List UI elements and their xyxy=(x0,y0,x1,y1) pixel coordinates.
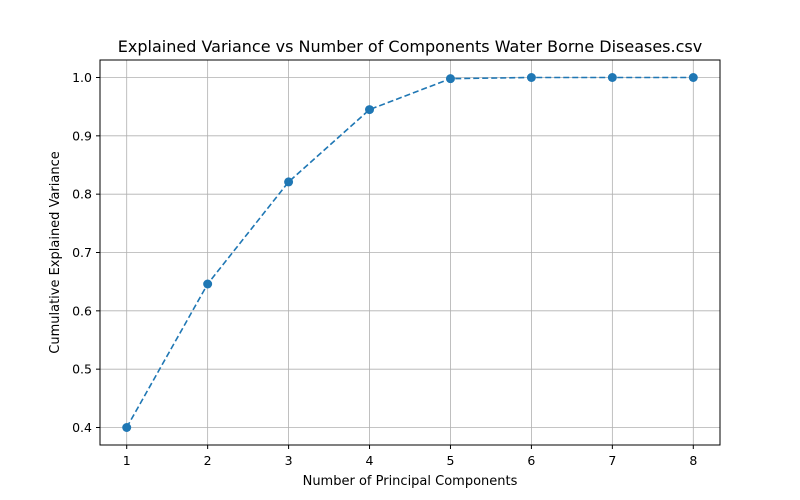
x-tick-label: 1 xyxy=(123,453,131,468)
x-axis-label: Number of Principal Components xyxy=(303,474,518,489)
data-point xyxy=(284,177,294,187)
series-group xyxy=(122,73,698,432)
y-tick-label: 0.8 xyxy=(72,187,92,202)
x-tick-label: 3 xyxy=(285,453,293,468)
x-tick-label: 5 xyxy=(446,453,454,468)
data-point xyxy=(365,105,375,115)
y-axis: 0.4 0.5 0.6 0.7 0.8 0.9 1.0 xyxy=(72,70,100,435)
series-line xyxy=(126,76,694,428)
data-point xyxy=(122,423,132,432)
data-point xyxy=(688,73,698,82)
chart-title: Explained Variance vs Number of Componen… xyxy=(118,37,702,56)
data-point xyxy=(607,73,617,82)
x-tick-label: 2 xyxy=(204,453,212,468)
x-axis: 1 2 3 4 5 6 7 8 xyxy=(123,445,697,468)
grid xyxy=(100,60,720,445)
y-tick-label: 0.9 xyxy=(72,128,92,143)
y-tick-label: 0.6 xyxy=(72,303,92,318)
data-point xyxy=(445,74,455,84)
x-tick-label: 4 xyxy=(366,453,374,468)
x-tick-label: 8 xyxy=(689,453,697,468)
y-tick-label: 1.0 xyxy=(72,70,92,85)
y-axis-label: Cumulative Explained Variance xyxy=(48,151,63,353)
y-tick-label: 0.7 xyxy=(72,245,92,260)
data-point xyxy=(526,73,536,82)
y-tick-label: 0.4 xyxy=(72,420,92,435)
data-point xyxy=(203,279,213,289)
x-tick-label: 6 xyxy=(527,453,535,468)
x-tick-label: 7 xyxy=(608,453,616,468)
y-tick-label: 0.5 xyxy=(72,362,92,377)
